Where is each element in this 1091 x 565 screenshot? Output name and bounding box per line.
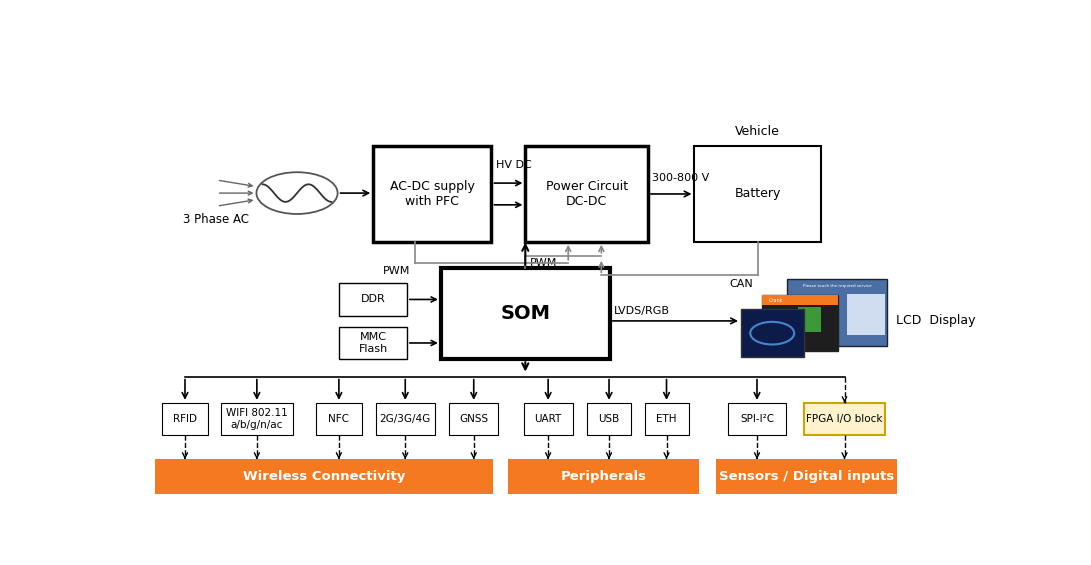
- Text: Crank: Crank: [769, 298, 783, 303]
- Text: Please touch the required service: Please touch the required service: [803, 284, 872, 288]
- FancyBboxPatch shape: [798, 307, 822, 332]
- Text: 3 Phase AC: 3 Phase AC: [183, 212, 249, 225]
- Text: PWM: PWM: [383, 266, 410, 276]
- FancyBboxPatch shape: [526, 146, 648, 242]
- FancyBboxPatch shape: [695, 146, 822, 242]
- FancyBboxPatch shape: [220, 403, 292, 436]
- Text: UART: UART: [535, 414, 562, 424]
- FancyBboxPatch shape: [741, 309, 804, 357]
- Text: DDR: DDR: [361, 294, 385, 305]
- FancyBboxPatch shape: [155, 459, 493, 494]
- Text: 300-800 V: 300-800 V: [652, 173, 709, 183]
- FancyBboxPatch shape: [524, 403, 573, 436]
- Text: Peripherals: Peripherals: [561, 470, 647, 483]
- Text: HV DC: HV DC: [495, 160, 531, 170]
- Text: FPGA I/O block: FPGA I/O block: [806, 414, 883, 424]
- FancyBboxPatch shape: [847, 294, 885, 336]
- Text: LCD  Display: LCD Display: [896, 314, 975, 327]
- Text: LVDS/RGB: LVDS/RGB: [614, 306, 670, 316]
- Text: WIFI 802.11
a/b/g/n/ac: WIFI 802.11 a/b/g/n/ac: [226, 408, 288, 430]
- FancyBboxPatch shape: [762, 295, 838, 305]
- FancyBboxPatch shape: [729, 403, 786, 436]
- FancyBboxPatch shape: [449, 403, 499, 436]
- Text: SOM: SOM: [501, 304, 550, 323]
- FancyBboxPatch shape: [373, 146, 492, 242]
- FancyBboxPatch shape: [788, 279, 887, 346]
- FancyBboxPatch shape: [587, 403, 631, 436]
- Text: GNSS: GNSS: [459, 414, 489, 424]
- FancyBboxPatch shape: [645, 403, 688, 436]
- Text: Power Circuit
DC-DC: Power Circuit DC-DC: [546, 180, 627, 208]
- FancyBboxPatch shape: [762, 295, 838, 351]
- FancyBboxPatch shape: [441, 268, 610, 359]
- Text: ETH: ETH: [657, 414, 676, 424]
- FancyBboxPatch shape: [716, 459, 897, 494]
- FancyBboxPatch shape: [508, 459, 698, 494]
- Text: SPI-I²C: SPI-I²C: [740, 414, 774, 424]
- Text: NFC: NFC: [328, 414, 349, 424]
- Text: 2G/3G/4G: 2G/3G/4G: [380, 414, 431, 424]
- FancyBboxPatch shape: [315, 403, 362, 436]
- Text: Battery: Battery: [734, 188, 781, 201]
- Text: Vehicle: Vehicle: [735, 125, 780, 138]
- Text: PWM: PWM: [529, 258, 556, 268]
- Text: Wireless Connectivity: Wireless Connectivity: [243, 470, 405, 483]
- Text: AC-DC supply
with PFC: AC-DC supply with PFC: [389, 180, 475, 208]
- Text: USB: USB: [598, 414, 620, 424]
- Text: MMC
Flash: MMC Flash: [359, 332, 387, 354]
- Text: Sensors / Digital inputs: Sensors / Digital inputs: [719, 470, 895, 483]
- FancyBboxPatch shape: [804, 403, 885, 436]
- Text: RFID: RFID: [173, 414, 197, 424]
- FancyBboxPatch shape: [339, 283, 407, 316]
- FancyBboxPatch shape: [339, 327, 407, 359]
- FancyBboxPatch shape: [375, 403, 435, 436]
- Text: CAN: CAN: [730, 279, 754, 289]
- FancyBboxPatch shape: [161, 403, 208, 436]
